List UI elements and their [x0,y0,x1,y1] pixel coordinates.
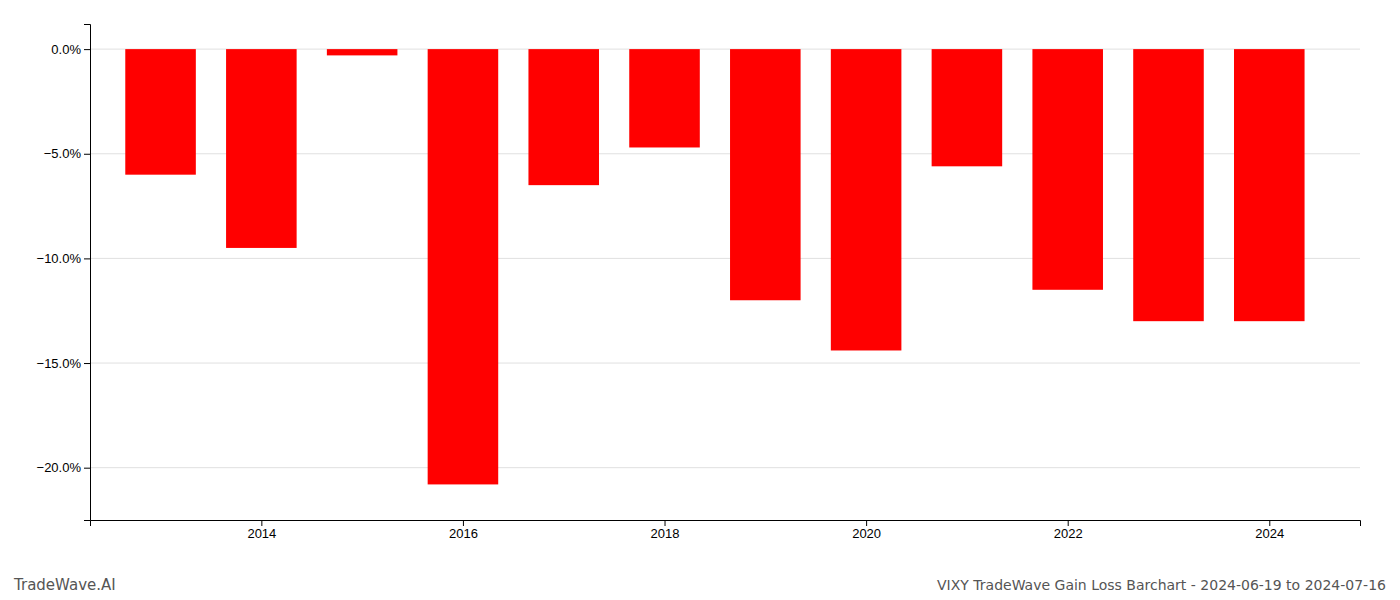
x-tick: 2022 [1054,520,1083,541]
bar [1133,49,1204,321]
y-tick-mark [84,468,90,469]
grid-line [90,467,1360,468]
y-tick: −20.0% [37,460,90,475]
x-tick-mark [1068,520,1069,526]
grid [90,49,1360,468]
x-tick-mark [866,520,867,526]
x-tick-mark [1269,520,1270,526]
y-axis: 0.0% −5.0% −10.0% −15.0% −20.0% [37,25,91,521]
y-tick: −15.0% [37,356,90,371]
x-axis: 2014 2016 2018 2020 2022 2024 [91,520,1361,541]
y-tick: −10.0% [37,251,90,266]
y-tick-label: −5.0% [44,146,82,161]
x-tick: 2020 [852,520,881,541]
x-tick: 2018 [651,520,680,541]
y-tick-label: −10.0% [37,251,82,266]
x-tick-label: 2018 [651,526,680,541]
bar [831,49,902,350]
x-tick-mark [665,520,666,526]
bar [629,49,700,147]
y-tick-mark [84,258,90,259]
grid-line [90,363,1360,364]
x-tick: 2024 [1255,520,1284,541]
bar [428,49,499,484]
bar [1234,49,1305,321]
bar [528,49,599,185]
x-tick-label: 2016 [449,526,478,541]
x-tick-label: 2020 [852,526,881,541]
y-tick-label: 0.0% [51,42,81,57]
y-tick-mark [84,49,90,50]
x-tick: 2016 [449,520,478,541]
x-axis-line [91,521,1361,527]
x-tick-label: 2024 [1255,526,1284,541]
y-tick: 0.0% [51,42,90,57]
x-tick-mark [463,520,464,526]
y-tick: −5.0% [44,146,90,161]
x-tick-label: 2014 [247,526,276,541]
x-tick-mark [261,520,262,526]
bar [1032,49,1103,290]
chart-svg: 2014 2016 2018 2020 2022 2024 0.0% −5.0% −10.0% −… [0,0,1400,600]
plot-area: 2014 2016 2018 2020 2022 2024 0.0% −5.0% −10.0% −… [37,25,1361,542]
bar [125,49,196,175]
x-tick-label: 2022 [1054,526,1083,541]
bars [125,49,1304,484]
chart-container: 2014 2016 2018 2020 2022 2024 0.0% −5.0% −10.0% −… [0,0,1400,600]
bar [932,49,1003,166]
y-axis-line [84,25,91,521]
y-tick-label: −20.0% [37,460,82,475]
y-tick-label: −15.0% [37,356,82,371]
y-tick-mark [84,154,90,155]
bar [226,49,297,248]
bar [327,49,398,55]
bar [730,49,801,300]
y-tick-mark [84,363,90,364]
watermark: TradeWave.AI [13,576,116,594]
title: VIXY TradeWave Gain Loss Barchart - 2024… [937,577,1386,593]
x-tick: 2014 [247,520,276,541]
